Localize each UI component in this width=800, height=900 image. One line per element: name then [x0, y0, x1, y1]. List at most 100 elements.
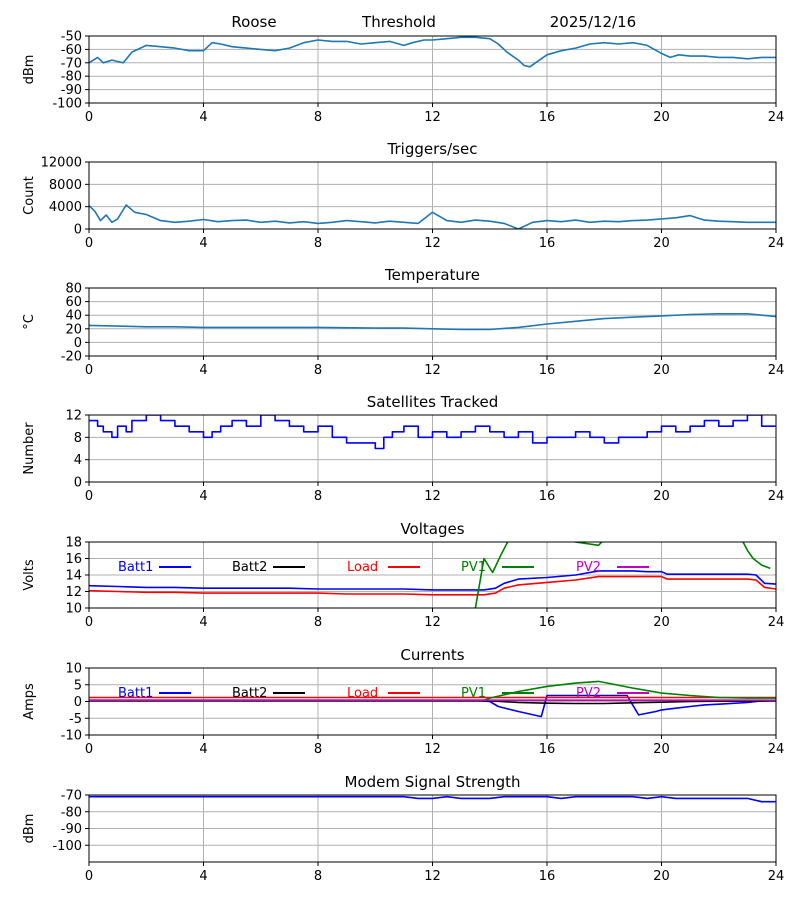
- panel-3: 0 4 8 12 16 20 24 0 4 8 12 Satellites Tracked Number: [22, 393, 784, 504]
- y-tick-label: 80: [65, 282, 82, 297]
- y-tick-label: 12000: [41, 156, 82, 171]
- x-tick-label: 24: [768, 489, 785, 504]
- x-tick-label: 16: [539, 869, 556, 884]
- y-axis-label: Amps: [22, 683, 37, 720]
- x-tick-label: 0: [85, 742, 93, 757]
- y-tick-label: 12: [65, 585, 82, 600]
- panel-0: 0 4 8 12 16 20 24 -100-90-80-70-60-50 dBm: [22, 30, 784, 126]
- panel-title: Satellites Tracked: [367, 393, 498, 411]
- x-tick-label: 12: [424, 742, 441, 757]
- x-tick-label: 4: [199, 363, 207, 378]
- y-tick-label: 0: [74, 223, 82, 238]
- x-tick-label: 24: [768, 869, 785, 884]
- axes-frame: [88, 287, 777, 357]
- x-tick-label: 24: [768, 615, 785, 630]
- y-tick-label: -70: [61, 56, 82, 71]
- y-tick-label: -90: [61, 83, 82, 98]
- series-line-load: [89, 575, 776, 596]
- x-tick-label: 12: [424, 236, 441, 251]
- legend-label: Batt2: [232, 560, 267, 575]
- x-tick-label: 8: [314, 110, 322, 125]
- y-tick-label: -100: [52, 839, 82, 854]
- header-date: 2025/12/16: [550, 13, 636, 31]
- y-tick-label: 12: [65, 409, 82, 424]
- x-tick-label: 8: [314, 742, 322, 757]
- y-tick-label: -70: [61, 789, 82, 804]
- y-tick-label: 0: [74, 336, 82, 351]
- x-tick-label: 20: [653, 869, 670, 884]
- x-tick-label: 4: [199, 110, 207, 125]
- x-tick-label: 12: [424, 615, 441, 630]
- x-tick-label: 4: [199, 869, 207, 884]
- x-tick-label: 20: [653, 489, 670, 504]
- x-tick-label: 16: [539, 236, 556, 251]
- x-tick-label: 20: [653, 236, 670, 251]
- x-tick-label: 12: [424, 363, 441, 378]
- y-tick-label: 20: [65, 322, 82, 337]
- x-tick-label: 24: [768, 363, 785, 378]
- x-tick-label: 0: [85, 110, 93, 125]
- y-axis-label: dBm: [22, 55, 37, 85]
- series-line-temperature: [89, 313, 776, 331]
- panel-6: 0 4 8 12 16 20 24 -100 -90 -80-70 Modem Signal Str…: [22, 773, 784, 884]
- y-tick-label: -100: [52, 97, 82, 112]
- x-tick-label: 8: [314, 869, 322, 884]
- x-tick-label: 16: [539, 742, 556, 757]
- legend-label: Batt1: [118, 686, 153, 701]
- y-tick-label: 18: [65, 536, 82, 551]
- axes-frame: [88, 541, 777, 609]
- legend-label: Batt1: [118, 560, 153, 575]
- panel-title: Currents: [400, 646, 464, 664]
- panel-title: Modem Signal Strength: [345, 773, 521, 791]
- y-tick-label: 0: [74, 695, 82, 710]
- panel-title: Triggers/sec: [387, 140, 478, 158]
- axes-frame: [88, 414, 777, 483]
- x-tick-label: 12: [424, 489, 441, 504]
- y-axis-label: Volts: [22, 559, 37, 591]
- x-tick-label: 20: [653, 363, 670, 378]
- panel-1: 0 4 8 12 16 20 24 0 4000 8000 12000 Triggers/sec Cou…: [22, 140, 784, 251]
- y-tick-label: -20: [61, 350, 82, 365]
- x-tick-label: 8: [314, 363, 322, 378]
- series-line-satellites: [89, 415, 776, 450]
- x-tick-label: 8: [314, 615, 322, 630]
- y-tick-label: -60: [61, 43, 82, 58]
- y-tick-label: 0: [74, 476, 82, 491]
- header-station: Roose: [231, 13, 276, 31]
- y-tick-label: -50: [61, 30, 82, 45]
- x-tick-label: 12: [424, 110, 441, 125]
- x-tick-label: 4: [199, 615, 207, 630]
- x-tick-label: 16: [539, 615, 556, 630]
- legend-label: PV2: [576, 560, 601, 575]
- axes-frame: [88, 35, 777, 104]
- y-tick-label: -10: [61, 729, 82, 744]
- x-tick-label: 4: [199, 742, 207, 757]
- legend-label: PV2: [576, 686, 601, 701]
- series-line-batt1: [89, 570, 776, 591]
- legend-label: Load: [347, 560, 378, 575]
- y-axis-label: dBm: [22, 814, 37, 844]
- axes-frame: [88, 667, 777, 736]
- y-axis-label: Count: [22, 176, 37, 215]
- legend-label: Batt2: [232, 686, 267, 701]
- x-tick-label: 24: [768, 110, 785, 125]
- header-mode: Threshold: [361, 13, 436, 31]
- x-tick-label: 20: [653, 615, 670, 630]
- x-tick-label: 20: [653, 742, 670, 757]
- y-tick-label: -5: [69, 712, 82, 727]
- series-line-pv1: [89, 680, 776, 701]
- x-tick-label: 24: [768, 742, 785, 757]
- series-line-triggers: [89, 204, 776, 229]
- y-tick-label: 8: [74, 431, 82, 446]
- y-tick-label: -90: [61, 822, 82, 837]
- x-tick-label: 0: [85, 869, 93, 884]
- x-tick-label: 0: [85, 363, 93, 378]
- x-tick-label: 8: [314, 489, 322, 504]
- x-tick-label: 4: [199, 489, 207, 504]
- series-line-modem: [89, 795, 776, 803]
- axes-frame: [88, 161, 777, 230]
